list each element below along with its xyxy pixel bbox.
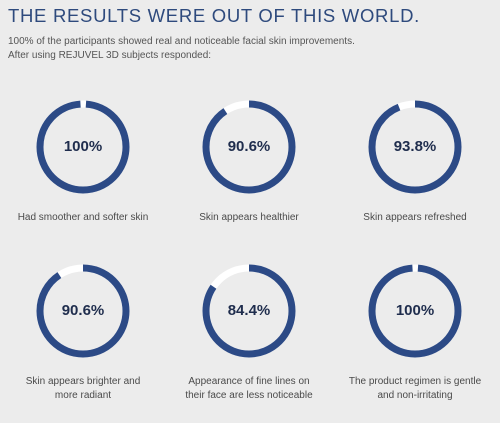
- stat-caption-line-1: The product regimen is gentle: [348, 376, 482, 387]
- stat-caption-line-2: more radiant: [54, 390, 112, 401]
- stat-percentage: 100%: [63, 138, 103, 155]
- progress-ring-graphic: [36, 100, 130, 194]
- stat-caption: Skin appears brighter and more radiant: [0, 375, 166, 403]
- progress-ring-graphic: [202, 264, 296, 358]
- stat-caption: Had smoother and softer skin: [0, 211, 166, 225]
- progress-ring-graphic: [36, 264, 130, 358]
- stat-caption-line-1: Skin appears healthier: [199, 212, 299, 223]
- stat-caption: Appearance of fine lines on their face a…: [166, 375, 332, 403]
- progress-ring: 100%: [365, 261, 465, 361]
- progress-ring: 100%: [33, 97, 133, 197]
- progress-ring: 90.6%: [33, 261, 133, 361]
- stat-caption: The product regimen is gentle and non-ir…: [332, 375, 498, 403]
- stat-caption-line-1: Skin appears brighter and: [25, 376, 141, 387]
- progress-ring-graphic: [202, 100, 296, 194]
- page-title: THE RESULTS WERE OUT OF THIS WORLD.: [8, 5, 421, 26]
- stat-caption-line-1: Appearance of fine lines on: [188, 376, 310, 387]
- subtitle-line-2: After using REJUVEL 3D subjects responde…: [8, 50, 212, 61]
- stat-caption: Skin appears healthier: [166, 211, 332, 225]
- progress-ring: 90.6%: [199, 97, 299, 197]
- stat-percentage: 84.4%: [227, 302, 271, 319]
- stat-caption-line-1: Skin appears refreshed: [363, 212, 467, 223]
- stat-percentage: 100%: [395, 302, 435, 319]
- progress-ring-arc: [368, 100, 462, 194]
- progress-ring: 84.4%: [199, 261, 299, 361]
- stat-percentage: 90.6%: [61, 302, 105, 319]
- progress-ring-arc: [36, 264, 130, 358]
- stat-caption-line-2: and non-irritating: [377, 390, 453, 401]
- subtitle-line-1: 100% of the participants showed real and…: [8, 36, 355, 47]
- progress-ring-arc: [368, 264, 462, 358]
- progress-ring-arc: [202, 100, 296, 194]
- progress-ring-arc: [36, 100, 130, 194]
- progress-ring-graphic: [368, 264, 462, 358]
- stat-caption-line-1: Had smoother and softer skin: [17, 212, 149, 223]
- progress-ring-graphic: [368, 100, 462, 194]
- stat-caption-line-2: their face are less noticeable: [185, 390, 313, 401]
- stat-percentage: 93.8%: [393, 138, 437, 155]
- stat-percentage: 90.6%: [227, 138, 271, 155]
- progress-ring: 93.8%: [365, 97, 465, 197]
- progress-ring-arc: [202, 264, 296, 358]
- stat-caption: Skin appears refreshed: [332, 211, 498, 225]
